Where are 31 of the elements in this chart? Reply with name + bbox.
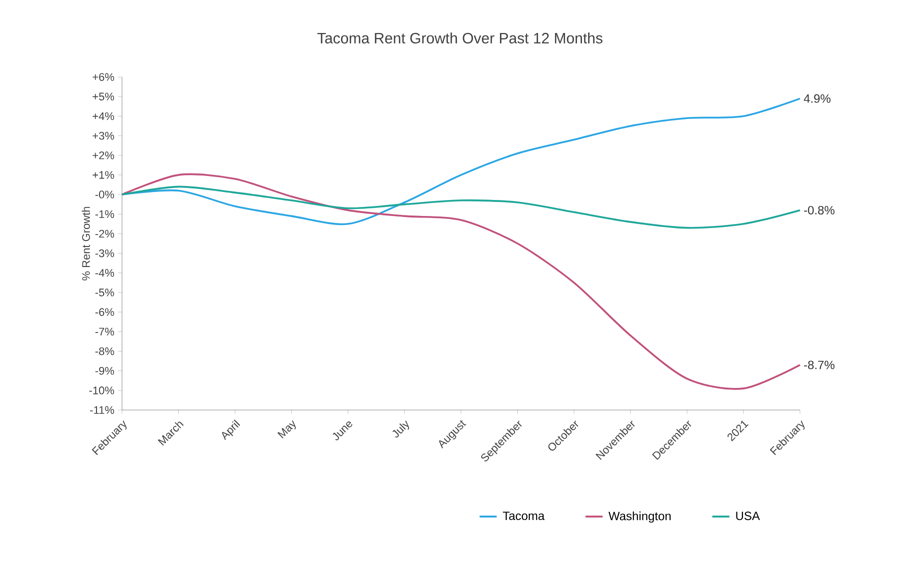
y-tick-label: -4% bbox=[95, 269, 114, 277]
y-tick-label: +4% bbox=[92, 112, 114, 120]
text: -0.8% bbox=[804, 206, 834, 214]
text: -8.7% bbox=[804, 360, 834, 370]
y-tick-label: -6% bbox=[95, 308, 114, 316]
y-tick-label: -8% bbox=[95, 347, 114, 356]
legend-label: USA bbox=[736, 512, 760, 520]
line-series bbox=[121, 98, 801, 226]
text: 4.9% bbox=[804, 94, 830, 103]
y-tick-label: -9% bbox=[95, 366, 114, 375]
y-tick-label: -1% bbox=[95, 210, 114, 218]
legend-label: Washington bbox=[608, 511, 671, 523]
x-tick-label: May bbox=[277, 420, 296, 438]
legend-label: Tacoma bbox=[502, 512, 545, 520]
line-series bbox=[121, 186, 801, 229]
y-tick-label: -7% bbox=[95, 328, 114, 336]
y-tick-label: +2% bbox=[92, 151, 114, 160]
y-tick-label: +6% bbox=[92, 73, 114, 81]
chart-title: Tacoma Rent Growth Over Past 12 Months bbox=[317, 32, 602, 44]
y-tick-label: +1% bbox=[92, 171, 114, 179]
y-tick-label: -10% bbox=[89, 386, 114, 394]
line-series bbox=[121, 173, 801, 390]
y-tick-label: -11% bbox=[90, 406, 114, 414]
y-tick-label: -3% bbox=[95, 249, 114, 258]
x-tick-label: July bbox=[392, 420, 410, 438]
y-tick-label: -2% bbox=[95, 230, 114, 238]
y-tick-label: +3% bbox=[92, 132, 114, 140]
y-axis-title: % Rent Growth bbox=[82, 206, 90, 280]
y-tick-label: -5% bbox=[95, 288, 114, 296]
y-tick-label: -0% bbox=[95, 190, 114, 198]
y-tick-label: +5% bbox=[92, 92, 114, 100]
